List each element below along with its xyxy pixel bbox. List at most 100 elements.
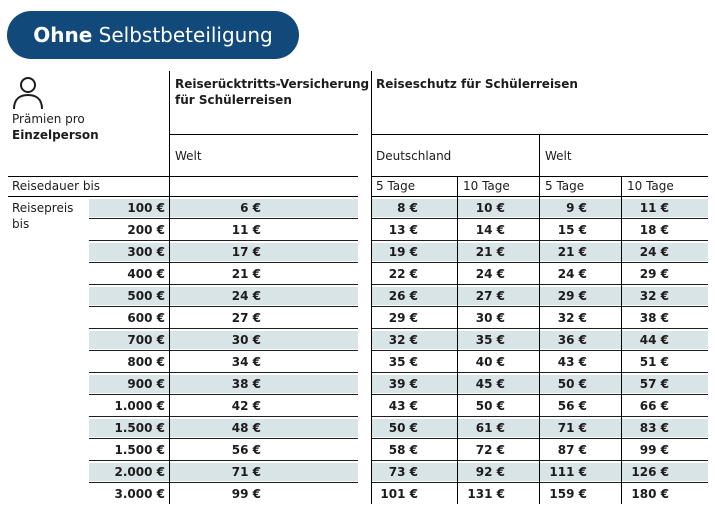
- row-band: [540, 331, 621, 349]
- row-divider: [89, 350, 358, 351]
- welt-10-cell: 29 €: [639, 267, 669, 281]
- deutschland-label: Deutschland: [376, 149, 452, 163]
- de-10-cell: 50 €: [475, 399, 505, 413]
- de-10-cell: 45 €: [475, 377, 505, 391]
- title-bold: Ohne: [33, 23, 93, 47]
- ruecktritt-welt-cell: 30 €: [231, 333, 261, 347]
- price-cell: 1.500 €: [114, 443, 165, 457]
- row-divider: [89, 416, 358, 417]
- ruecktritt-welt-cell: 38 €: [231, 377, 261, 391]
- row-band: [371, 331, 457, 349]
- welt-5-cell: 9 €: [566, 201, 587, 215]
- de-5-cell: 101 €: [380, 487, 418, 501]
- de-5-cell: 19 €: [388, 245, 418, 259]
- divider: [170, 134, 358, 135]
- de-5-cell: 58 €: [388, 443, 418, 457]
- de-10-cell: 61 €: [475, 421, 505, 435]
- welt-5-cell: 71 €: [557, 421, 587, 435]
- welt-5-cell: 32 €: [557, 311, 587, 325]
- row-band: [622, 375, 708, 393]
- price-cell: 600 €: [127, 311, 165, 325]
- row-band: [540, 419, 621, 437]
- welt-5-tage: 5 Tage: [545, 179, 585, 193]
- price-cell: 2.000 €: [114, 465, 165, 479]
- row-band: [622, 419, 708, 437]
- welt-5-cell: 111 €: [549, 465, 587, 479]
- row-band: [371, 419, 457, 437]
- ruecktritt-welt-cell: 17 €: [231, 245, 261, 259]
- row-band: [622, 243, 708, 261]
- divider: [371, 71, 372, 504]
- row-band: [170, 463, 358, 481]
- de-5-cell: 13 €: [388, 223, 418, 237]
- row-band: [622, 463, 708, 481]
- de-10-cell: 21 €: [475, 245, 505, 259]
- reisedauer-label: Reisedauer bis: [12, 179, 101, 193]
- de-10-cell: 14 €: [475, 223, 505, 237]
- row-band: [89, 331, 170, 349]
- welt-10-cell: 24 €: [639, 245, 669, 259]
- de-10-cell: 40 €: [475, 355, 505, 369]
- welt-10-cell: 99 €: [639, 443, 669, 457]
- price-cell: 100 €: [127, 201, 165, 215]
- de-10-cell: 24 €: [475, 267, 505, 281]
- de-5-cell: 43 €: [388, 399, 418, 413]
- de-5-cell: 8 €: [397, 201, 418, 215]
- price-cell: 500 €: [127, 289, 165, 303]
- row-divider: [89, 284, 358, 285]
- ruecktritt-welt-cell: 24 €: [231, 289, 261, 303]
- welt-5-cell: 15 €: [557, 223, 587, 237]
- row-band: [89, 243, 170, 261]
- de-5-cell: 35 €: [388, 355, 418, 369]
- de-10-cell: 72 €: [475, 443, 505, 457]
- welt-10-cell: 11 €: [639, 201, 669, 215]
- row-divider: [89, 262, 358, 263]
- row-divider: [89, 328, 358, 329]
- ruecktritt-welt-cell: 6 €: [240, 201, 261, 215]
- price-cell: 300 €: [127, 245, 165, 259]
- de-5-cell: 32 €: [388, 333, 418, 347]
- de-5-cell: 26 €: [388, 289, 418, 303]
- welt-10-cell: 38 €: [639, 311, 669, 325]
- row-band: [170, 199, 358, 217]
- de-10-cell: 30 €: [475, 311, 505, 325]
- row-band: [458, 375, 539, 393]
- welt-5-cell: 21 €: [557, 245, 587, 259]
- welt-5-cell: 50 €: [557, 377, 587, 391]
- de-10-cell: 35 €: [475, 333, 505, 347]
- row-divider: [89, 218, 358, 219]
- ruecktritt-welt-cell: 11 €: [231, 223, 261, 237]
- welt-10-cell: 18 €: [639, 223, 669, 237]
- row-band: [371, 199, 457, 217]
- de-5-tage: 5 Tage: [376, 179, 416, 193]
- price-cell: 1.000 €: [114, 399, 165, 413]
- row-band: [540, 243, 621, 261]
- de-5-cell: 22 €: [388, 267, 418, 281]
- welt-10-cell: 66 €: [639, 399, 669, 413]
- welt-5-cell: 87 €: [557, 443, 587, 457]
- row-band: [540, 199, 621, 217]
- ruecktritt-welt-cell: 99 €: [231, 487, 261, 501]
- row-band: [622, 287, 708, 305]
- row-divider: [89, 240, 358, 241]
- welt-10-cell: 180 €: [631, 487, 669, 501]
- row-band: [371, 243, 457, 261]
- row-band: [371, 375, 457, 393]
- col-reiseschutz: Reiseschutz für Schülerreisen: [376, 77, 578, 91]
- row-band: [458, 463, 539, 481]
- row-band: [622, 199, 708, 217]
- de-10-tage: 10 Tage: [463, 179, 510, 193]
- row-divider: [89, 438, 358, 439]
- row-band: [170, 331, 358, 349]
- divider: [621, 176, 622, 504]
- row-band: [89, 463, 170, 481]
- row-band: [458, 199, 539, 217]
- welt-10-cell: 44 €: [639, 333, 669, 347]
- col-ruecktritt-line1: Reiserücktritts-Versicherung: [175, 77, 370, 91]
- price-cell: 1.500 €: [114, 421, 165, 435]
- ruecktritt-welt-cell: 27 €: [231, 311, 261, 325]
- welt-5-cell: 29 €: [557, 289, 587, 303]
- row-divider: [89, 482, 358, 483]
- de-5-cell: 39 €: [388, 377, 418, 391]
- price-cell: 900 €: [127, 377, 165, 391]
